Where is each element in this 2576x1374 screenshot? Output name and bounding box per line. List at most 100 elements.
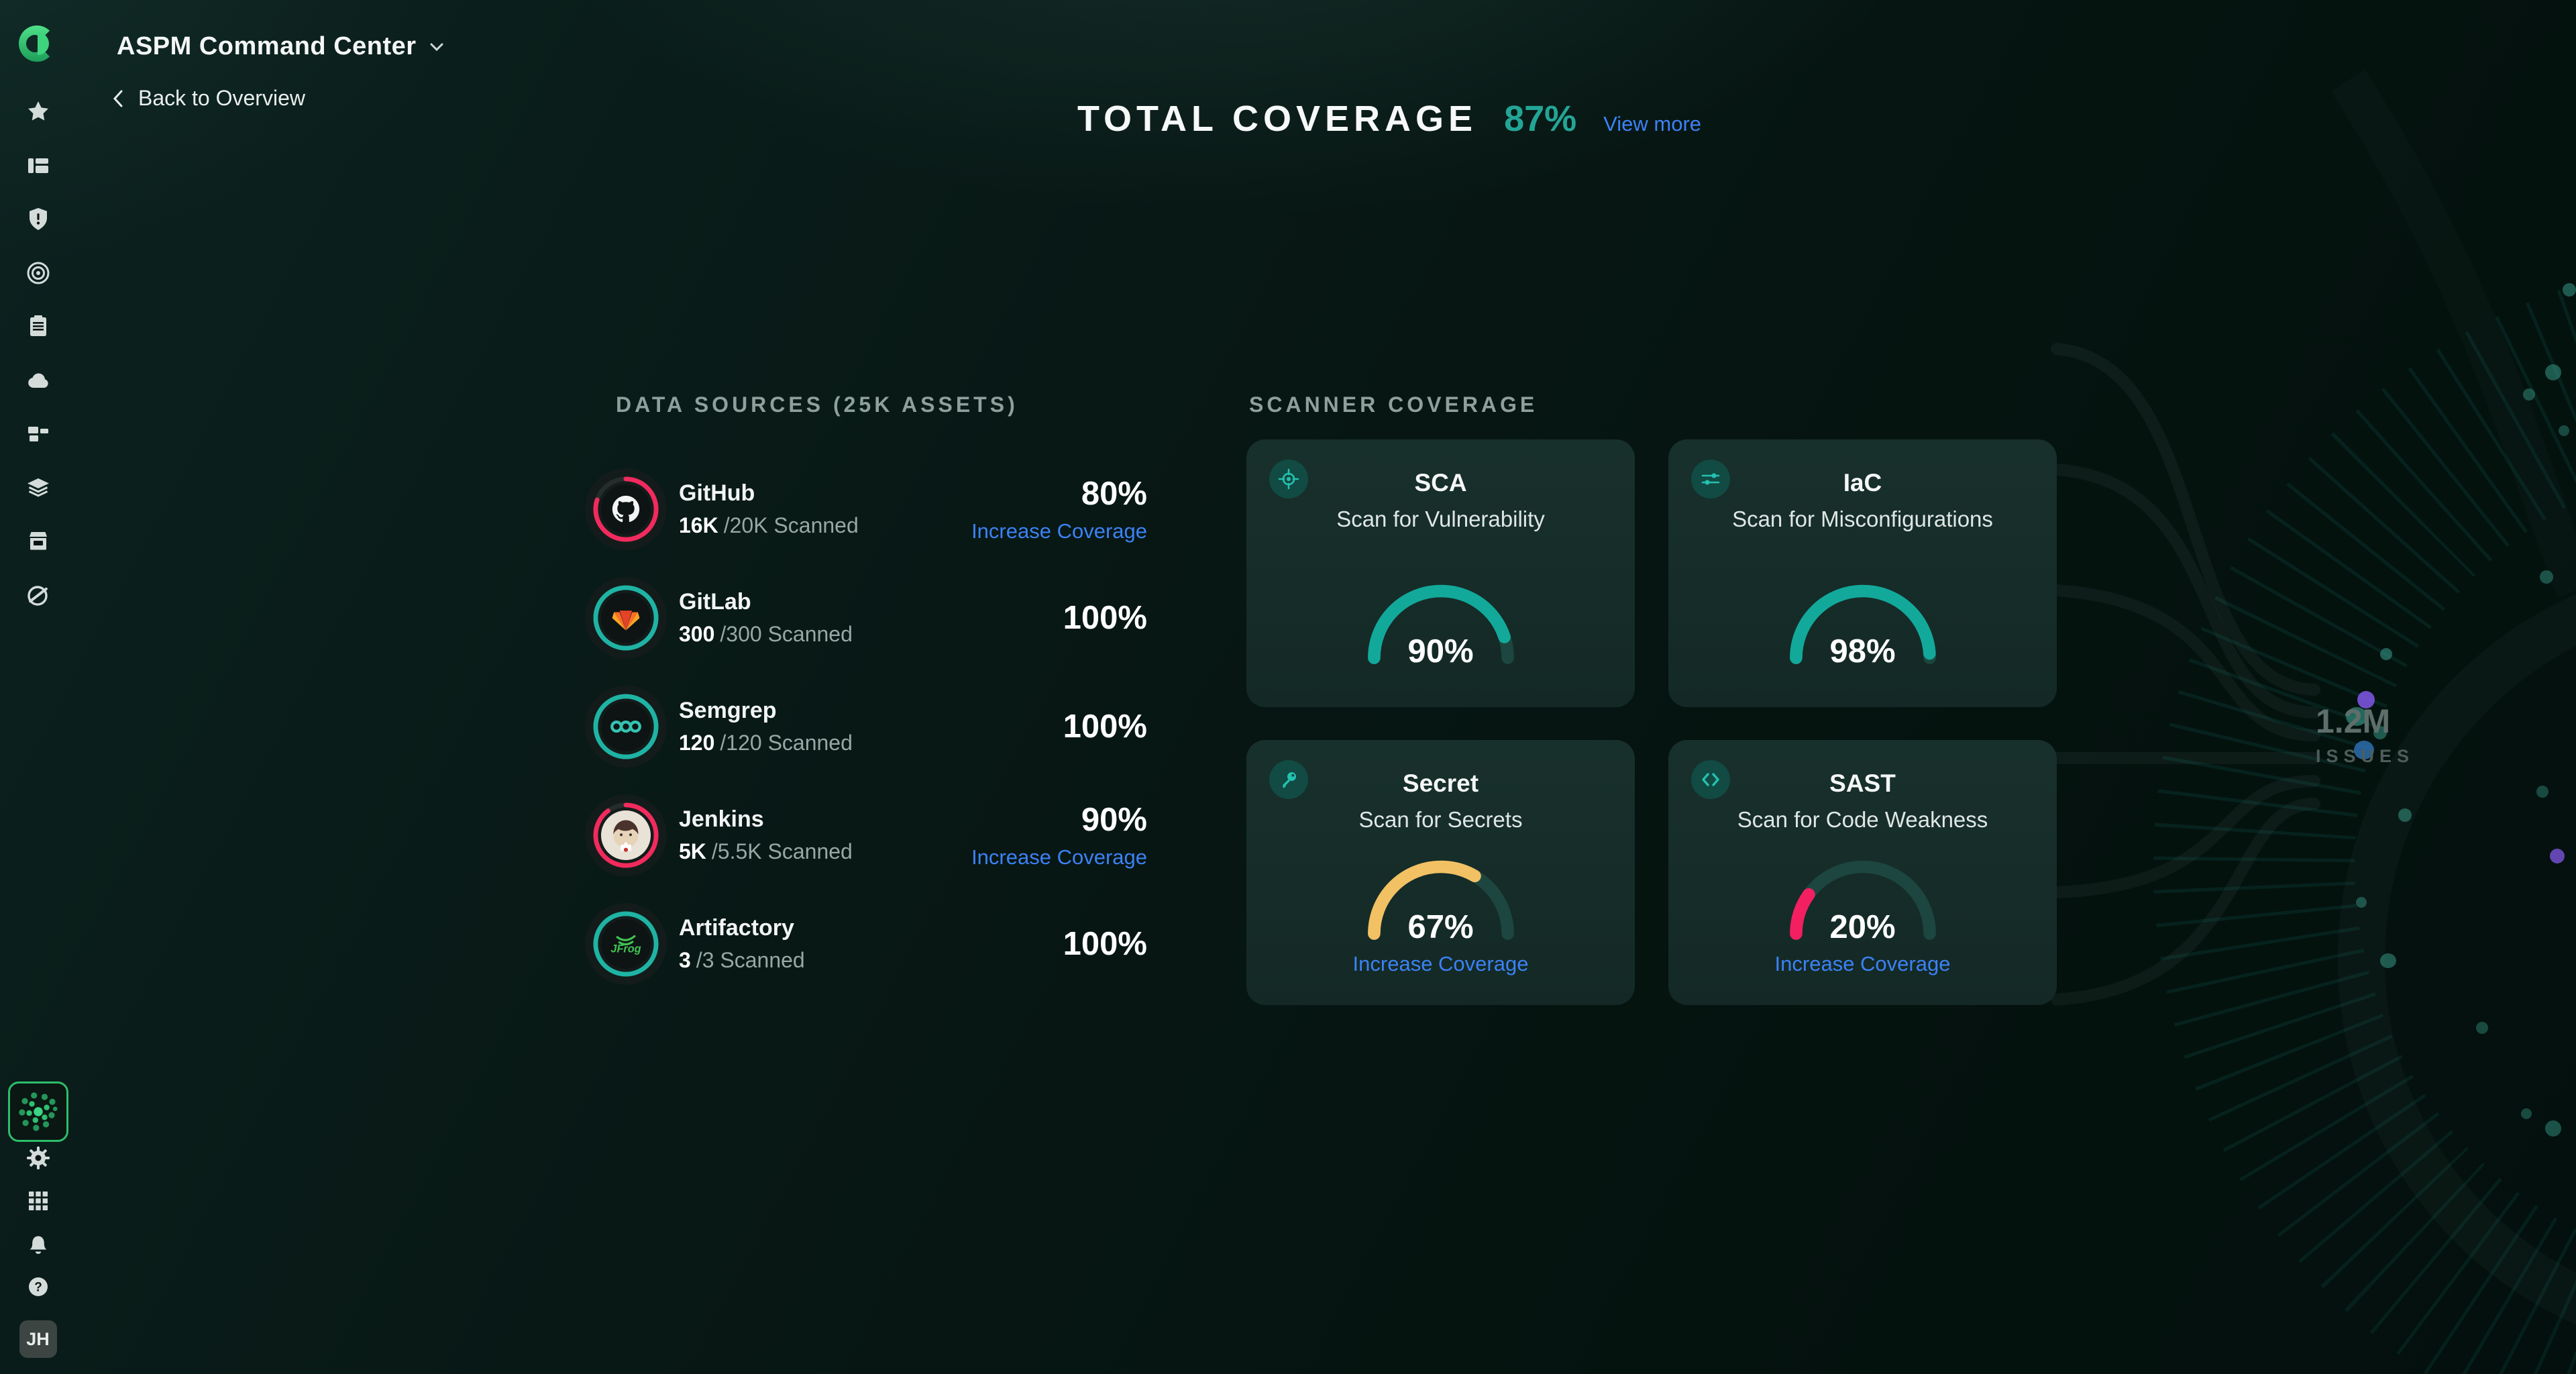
source-scanned: 300/300 Scanned (679, 622, 853, 646)
source-scanned: 5K/5.5K Scanned (679, 839, 853, 863)
scanner-coverage-section: SCANNER COVERAGE SCA Scan for Vulnerabil… (1246, 392, 2058, 1005)
total-coverage-header: TOTAL COVERAGE 87% View more (1077, 98, 1701, 140)
sidebar-item-shield-alert[interactable] (25, 206, 52, 233)
increase-coverage-link[interactable]: Increase Coverage (971, 519, 1147, 543)
jenkins-ring (585, 794, 667, 876)
sidebar-item-radar[interactable] (25, 260, 52, 286)
source-percent: 100% (1063, 600, 1147, 636)
scatter-dots (2346, 283, 2576, 1137)
notifications-bell-icon[interactable] (25, 1230, 52, 1257)
sidebar-bottom-nav: ? JH (0, 1081, 76, 1358)
sliders-icon (1691, 460, 1730, 498)
sast-gauge: 20% (1782, 851, 1943, 945)
source-name: GitLab (679, 589, 751, 615)
data-source-row-github[interactable]: GitHub 16K/20K Scanned 80% Increase Cove… (585, 455, 1147, 564)
source-percent: 90% (1081, 802, 1147, 838)
svg-text:JFrog: JFrog (610, 943, 641, 955)
target-icon (1269, 460, 1308, 498)
data-sources-heading: DATA SOURCES (25K ASSETS) (616, 392, 1018, 417)
svg-text:?: ? (34, 1281, 42, 1295)
gitlab-icon (601, 593, 651, 643)
jfrog-artifactory-icon: JFrog (601, 919, 651, 969)
total-coverage-title: TOTAL COVERAGE (1077, 99, 1478, 139)
gauge-value: 98% (1829, 633, 1896, 670)
sca-gauge: 90% (1360, 575, 1521, 670)
iac-gauge: 98% (1782, 575, 1943, 670)
data-source-row-artifactory[interactable]: JFrog Artifactory 3/3 Scanned 100% (585, 890, 1147, 998)
sankey-flow-lines (2051, 343, 2320, 1006)
source-scanned: 3/3 Scanned (679, 948, 805, 972)
github-icon (601, 484, 651, 534)
data-sources-section: DATA SOURCES (25K ASSETS) GitHub 16K/20K… (585, 392, 1147, 998)
source-name: Jenkins (679, 806, 764, 832)
sparkle-dots-icon (18, 1092, 58, 1131)
semgrep-ring (585, 686, 667, 768)
scanner-title: SCA (1414, 469, 1467, 496)
scanner-card-sca: SCA Scan for Vulnerability 90% (1246, 439, 1635, 707)
issues-label: ISSUES (2316, 746, 2415, 766)
sidebar-item-storefront[interactable] (25, 528, 52, 555)
view-more-link[interactable]: View more (1603, 112, 1702, 136)
gauge-value: 90% (1407, 633, 1474, 670)
brand-logo (17, 24, 56, 63)
back-to-overview-link[interactable]: Back to Overview (111, 86, 305, 111)
settings-gear-icon[interactable] (25, 1145, 52, 1171)
gauge-value: 67% (1407, 909, 1474, 945)
scanner-title: IaC (1843, 469, 1882, 496)
sidebar-item-gauge[interactable] (25, 582, 52, 609)
source-scanned: 16K/20K Scanned (679, 513, 859, 537)
scanner-card-sast: SAST Scan for Code Weakness 20% Increase… (1668, 740, 2057, 1005)
app-title-dropdown[interactable]: ASPM Command Center (117, 32, 445, 61)
sidebar-item-layers[interactable] (25, 474, 52, 501)
sidebar-item-star[interactable] (25, 99, 52, 125)
source-name: Semgrep (679, 698, 777, 723)
chevron-down-icon (430, 43, 443, 51)
artifactory-ring: JFrog (585, 903, 667, 985)
source-scanned: 120/120 Scanned (679, 731, 853, 755)
source-percent: 100% (1063, 926, 1147, 962)
increase-coverage-link[interactable]: Increase Coverage (1352, 952, 1529, 975)
secret-gauge: 67% (1360, 851, 1521, 945)
scanner-subtitle: Scan for Secrets (1358, 807, 1523, 832)
sidebar-item-clipboard[interactable] (25, 313, 52, 340)
total-coverage-value: 87% (1504, 99, 1577, 139)
data-source-row-semgrep[interactable]: Semgrep 120/120 Scanned 100% (585, 672, 1147, 781)
issues-value: 1.2M (2316, 702, 2391, 740)
increase-coverage-link[interactable]: Increase Coverage (1774, 952, 1951, 975)
source-percent: 100% (1063, 708, 1147, 745)
source-percent: 80% (1081, 476, 1147, 512)
scanner-title: SAST (1829, 770, 1896, 797)
help-icon[interactable]: ? (25, 1273, 52, 1300)
jenkins-icon (601, 810, 651, 860)
code-icon (1691, 760, 1730, 799)
data-source-row-jenkins[interactable]: Jenkins 5K/5.5K Scanned 90% Increase Cov… (585, 781, 1147, 890)
scanner-title: Secret (1402, 770, 1479, 797)
key-icon (1269, 760, 1308, 799)
data-sources-list: GitHub 16K/20K Scanned 80% Increase Cove… (585, 455, 1147, 998)
sidebar-item-cloud[interactable] (25, 367, 52, 394)
chevron-left-icon (113, 90, 123, 107)
user-avatar[interactable]: JH (19, 1320, 57, 1358)
sidebar-item-boards[interactable] (25, 152, 52, 179)
scanner-subtitle: Scan for Code Weakness (1737, 807, 1988, 832)
gauge-value: 20% (1829, 909, 1896, 945)
github-ring (585, 468, 667, 550)
aspm-sparkle-button[interactable] (7, 1081, 68, 1142)
apps-grid-icon[interactable] (25, 1187, 52, 1214)
issues-node: 1.2M ISSUES (2316, 702, 2414, 767)
scanner-coverage-heading: SCANNER COVERAGE (1249, 392, 1538, 417)
sidebar-nav (0, 99, 76, 609)
scanner-subtitle: Scan for Misconfigurations (1732, 507, 1993, 531)
source-name: GitHub (679, 480, 755, 506)
increase-coverage-link[interactable]: Increase Coverage (971, 845, 1147, 869)
scanner-card-secret: Secret Scan for Secrets 67% Increase Cov… (1246, 740, 1635, 1005)
gitlab-ring (585, 577, 667, 659)
semgrep-icon (601, 702, 651, 751)
data-source-row-gitlab[interactable]: GitLab 300/300 Scanned 100% (585, 564, 1147, 672)
page-title: ASPM Command Center (117, 32, 417, 60)
scanner-card-iac: IaC Scan for Misconfigurations 98% (1668, 439, 2057, 707)
scanner-subtitle: Scan for Vulnerability (1336, 507, 1545, 531)
sidebar-item-blocks[interactable] (25, 421, 52, 447)
